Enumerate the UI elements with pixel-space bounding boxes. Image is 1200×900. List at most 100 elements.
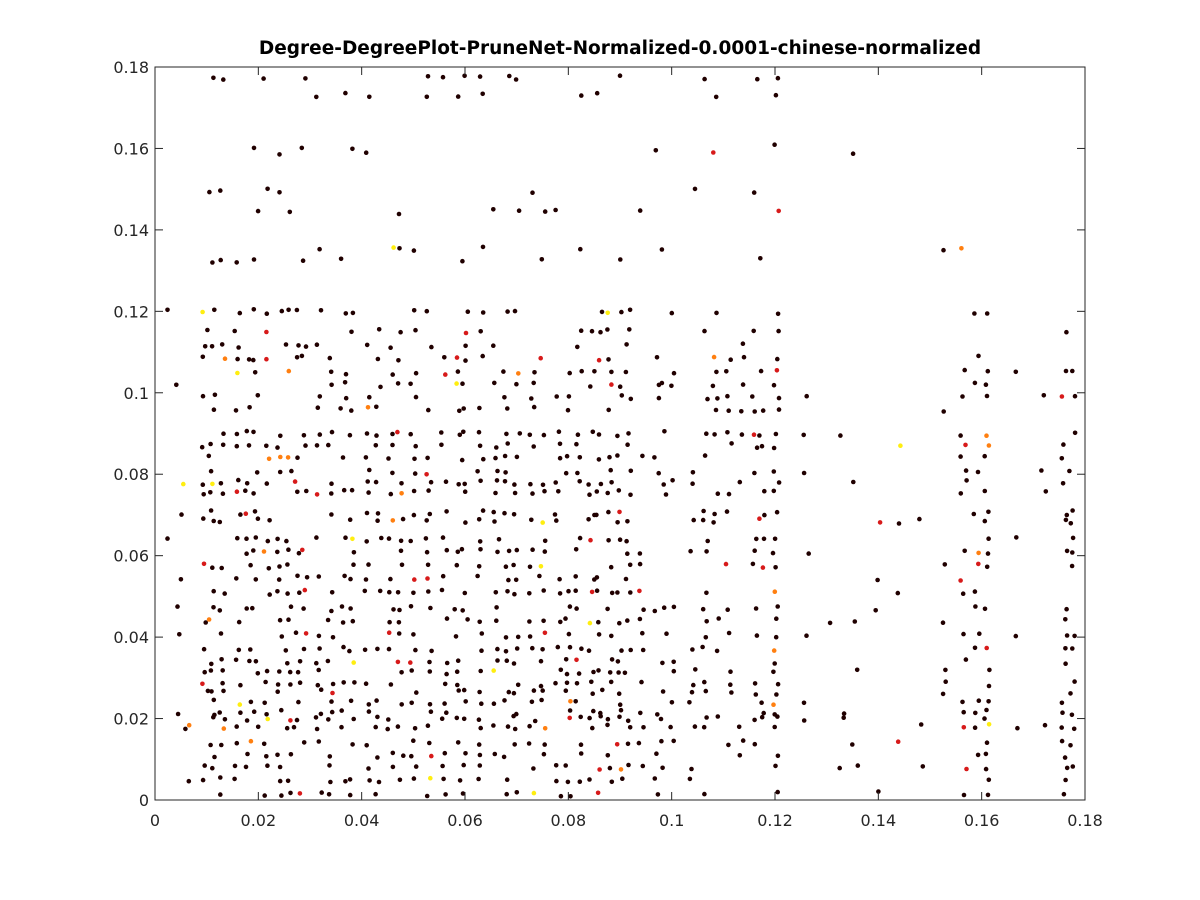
scatter-point [411,248,417,253]
y-tick-label: 0.02 [113,710,149,729]
scatter-point [493,490,498,496]
scatter-point [363,150,369,155]
scatter-point [255,724,261,730]
scatter-point [475,573,480,579]
scatter-point [507,73,512,79]
scatter-point [244,428,250,434]
scatter-point [459,546,465,552]
scatter-point [1070,368,1075,374]
scatter-point-bright [237,702,243,707]
scatter-point [594,512,599,518]
scatter-point [365,479,371,484]
scatter-point [705,538,710,544]
scatter-point [304,488,309,494]
scatter-point [577,779,583,784]
y-tick-label: 0.1 [124,384,149,403]
scatter-point [512,490,518,496]
y-tick-label: 0.08 [113,465,149,484]
scatter-point [442,701,447,706]
scatter-point [986,777,992,783]
scatter-point [514,711,519,717]
scatter-point [664,631,669,636]
scatter-point [564,453,570,459]
scatter-point [703,635,709,640]
scatter-point [716,616,721,621]
scatter-point [578,742,584,747]
scatter-point [553,763,559,768]
scatter-point [776,480,782,485]
scatter-point [476,776,481,782]
y-tick-label: 0.12 [113,302,149,321]
scatter-point [313,715,319,720]
scatter-point [220,491,226,497]
scatter-point [301,606,306,611]
scatter-point [505,724,511,729]
scatter-point [301,433,307,438]
scatter-point [463,520,468,525]
x-tick-label: 0.08 [551,811,587,830]
scatter-point [752,681,758,686]
scatter-point-bright [181,481,186,487]
scatter-point [453,634,459,639]
scatter-point [941,247,946,253]
scatter-point [704,590,709,596]
scatter-point [553,480,558,485]
scatter-point [875,577,880,583]
scatter-point [512,482,517,487]
scatter-point [386,646,392,652]
scatter-point [277,617,283,623]
scatter-point [527,723,532,729]
scatter-point [691,517,696,523]
scatter-point [558,793,564,799]
scatter-point [349,329,354,335]
scatter-point [987,667,992,673]
scatter-point [316,739,322,744]
scatter-point [461,687,467,693]
scatter-point-mid [243,511,249,516]
scatter-point [711,520,716,525]
scatter-point [641,725,646,730]
scatter-point [208,490,213,495]
scatter-point [943,679,948,684]
scatter-point [461,762,467,768]
scatter-point [986,699,991,704]
scatter-point [625,741,631,747]
scatter-point [314,726,320,732]
x-tick-label: 0.02 [241,811,277,830]
scatter-point [373,724,379,730]
scatter-point [850,742,855,747]
scatter-point [1063,517,1069,523]
scatter-point [1072,679,1077,684]
scatter-point [773,92,779,98]
scatter-point [476,564,482,569]
scatter-point [329,590,335,595]
scatter-point [174,382,179,388]
scatter-point [1059,738,1065,744]
scatter-point [505,309,510,314]
scatter-point [624,342,629,347]
scatter-point [295,489,300,495]
scatter-point [514,547,520,553]
scatter-point [262,700,268,706]
scatter-point [386,536,392,541]
scatter-point [211,75,216,81]
scatter-point-mid [596,357,602,363]
scatter-point [564,680,570,686]
scatter-point [710,383,716,389]
scatter-point [594,90,600,96]
scatter-point [1060,481,1066,486]
scatter-point [725,430,730,435]
scatter-point [234,724,239,729]
scatter-point [222,591,227,596]
scatter-point [506,689,512,695]
scatter-point-mid [264,329,269,335]
scatter-point [479,701,484,706]
scatter-point [627,307,633,313]
scatter-point [455,94,461,99]
scatter-point [316,633,322,639]
scatter-point [618,707,624,713]
scatter-point [563,657,569,662]
scatter-point [202,344,208,349]
scatter-point [596,668,601,673]
scatter-point [985,368,991,374]
